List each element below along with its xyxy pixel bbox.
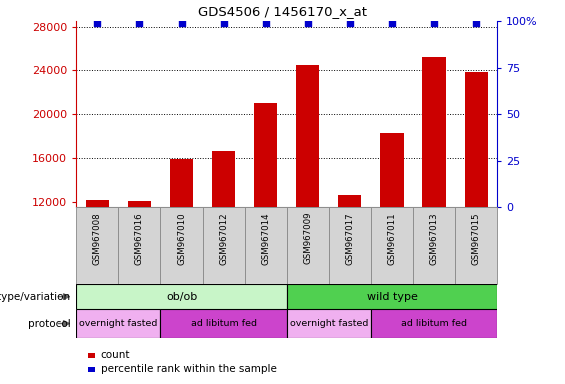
Text: overnight fasted: overnight fasted [290, 319, 368, 328]
Point [472, 20, 481, 26]
Point [177, 20, 186, 26]
Bar [287, 207, 329, 284]
Bar [413, 207, 455, 284]
Point [388, 20, 397, 26]
Bar [119, 207, 160, 284]
Bar [170, 159, 193, 333]
Bar [464, 71, 488, 333]
Bar [202, 207, 245, 284]
Point [303, 20, 312, 26]
Bar [128, 201, 151, 333]
Text: GSM967009: GSM967009 [303, 212, 312, 265]
Text: ob/ob: ob/ob [166, 291, 197, 302]
Point [345, 20, 354, 26]
Bar [296, 65, 319, 333]
Text: GSM967013: GSM967013 [429, 212, 438, 265]
Text: GSM967015: GSM967015 [472, 212, 481, 265]
Bar [212, 152, 235, 333]
Text: GDS4506 / 1456170_x_at: GDS4506 / 1456170_x_at [198, 5, 367, 18]
Bar [371, 207, 413, 284]
Text: GSM967014: GSM967014 [261, 212, 270, 265]
Bar [338, 195, 362, 333]
Text: wild type: wild type [367, 291, 418, 302]
Text: overnight fasted: overnight fasted [79, 319, 158, 328]
Point [261, 20, 270, 26]
Text: GSM967016: GSM967016 [135, 212, 144, 265]
Bar [254, 103, 277, 333]
Text: GSM967011: GSM967011 [388, 212, 397, 265]
Bar [380, 133, 403, 333]
Bar [160, 207, 202, 284]
Bar [455, 207, 497, 284]
Bar [76, 284, 287, 309]
Bar [160, 309, 287, 338]
Bar [245, 207, 287, 284]
Point [219, 20, 228, 26]
Point [93, 20, 102, 26]
Bar [329, 207, 371, 284]
Bar [371, 309, 497, 338]
Bar [287, 284, 497, 309]
Bar [287, 309, 371, 338]
Text: GSM967010: GSM967010 [177, 212, 186, 265]
Point [429, 20, 438, 26]
Text: ad libitum fed: ad libitum fed [401, 319, 467, 328]
Point [135, 20, 144, 26]
Text: genotype/variation: genotype/variation [0, 291, 71, 302]
Text: percentile rank within the sample: percentile rank within the sample [101, 364, 276, 374]
Bar [76, 309, 160, 338]
Text: GSM967008: GSM967008 [93, 212, 102, 265]
Bar [86, 200, 109, 333]
Text: protocol: protocol [28, 318, 71, 329]
Text: GSM967012: GSM967012 [219, 212, 228, 265]
Text: count: count [101, 350, 130, 360]
Bar [76, 207, 119, 284]
Text: GSM967017: GSM967017 [345, 212, 354, 265]
Bar [423, 57, 446, 333]
Text: ad libitum fed: ad libitum fed [190, 319, 257, 328]
